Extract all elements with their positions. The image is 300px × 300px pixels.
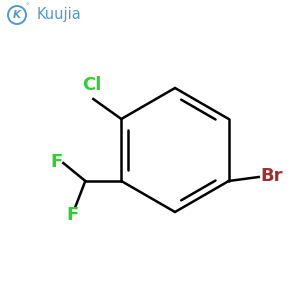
Text: K: K <box>13 10 21 20</box>
Text: °: ° <box>25 3 29 9</box>
Text: F: F <box>66 206 78 224</box>
Text: Cl: Cl <box>82 76 102 94</box>
Text: F: F <box>50 153 62 171</box>
Text: Br: Br <box>261 167 283 185</box>
Text: Kuujia: Kuujia <box>37 8 82 22</box>
